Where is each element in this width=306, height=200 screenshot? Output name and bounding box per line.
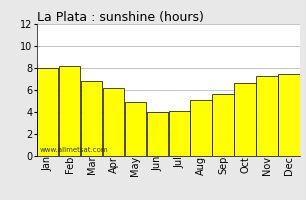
Bar <box>278 73 300 156</box>
Bar <box>59 66 80 156</box>
Bar <box>37 68 58 156</box>
Bar <box>256 76 278 156</box>
Bar <box>190 100 212 156</box>
Bar <box>81 81 102 156</box>
Text: La Plata : sunshine (hours): La Plata : sunshine (hours) <box>37 11 203 24</box>
Text: www.allmetsat.com: www.allmetsat.com <box>39 147 108 153</box>
Bar <box>147 112 168 156</box>
Bar <box>125 102 146 156</box>
Bar <box>169 111 190 156</box>
Bar <box>103 88 124 156</box>
Bar <box>234 83 256 156</box>
Bar <box>212 94 234 156</box>
